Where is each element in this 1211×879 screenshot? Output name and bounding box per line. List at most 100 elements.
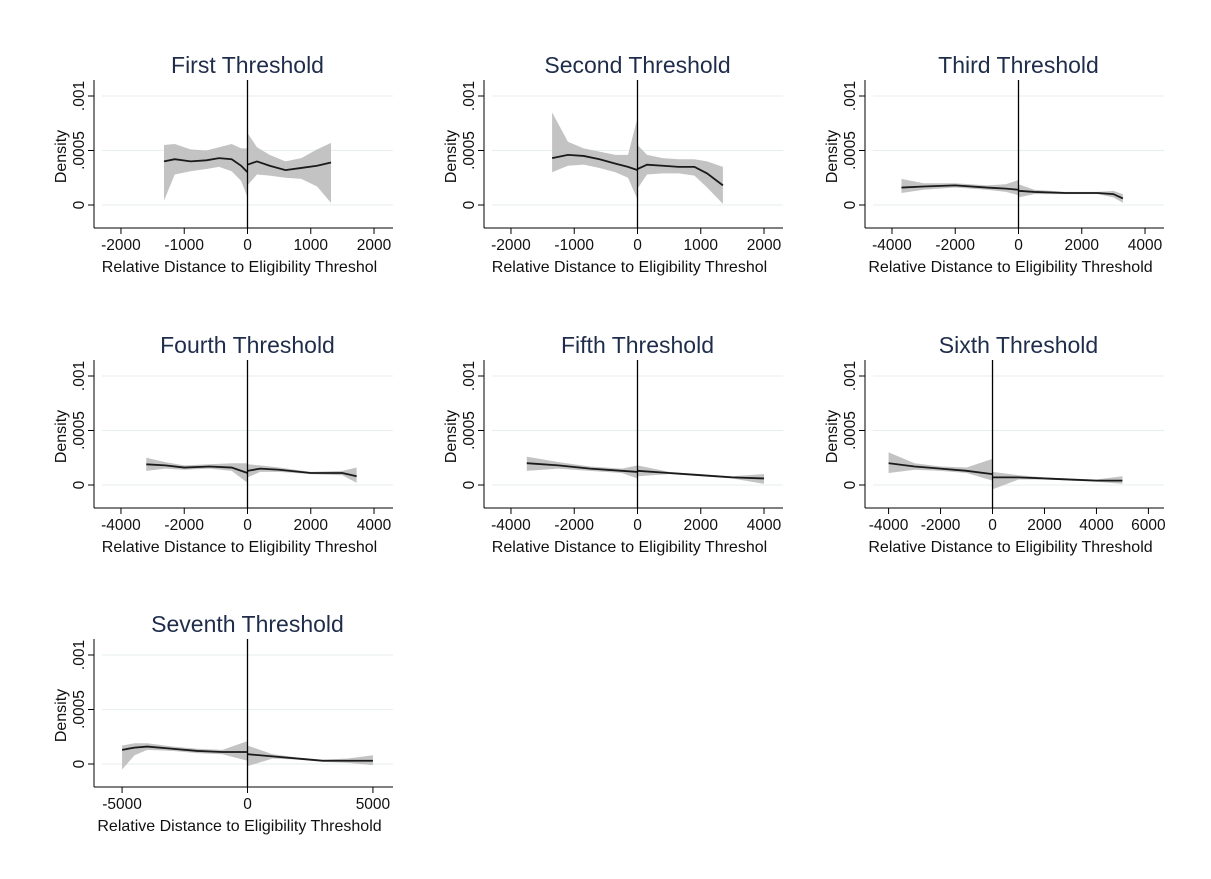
density-line: [146, 463, 248, 474]
density-line: [888, 462, 993, 475]
y-tick-label: .0005: [842, 411, 859, 450]
confidence-band: [146, 457, 248, 483]
y-axis-label: Density: [53, 689, 70, 742]
panel-title: Fifth Threshold: [561, 332, 714, 358]
y-tick-label: .0005: [71, 131, 88, 170]
x-axis-label: Relative Distance to Eligibility Thresho…: [868, 539, 1152, 556]
x-tick-label: -2000: [491, 237, 531, 254]
x-tick-label: -2000: [935, 237, 975, 254]
confidence-band: [901, 178, 1019, 196]
x-axis-label: Relative Distance to Eligibility Thresho…: [868, 259, 1152, 276]
panel-title: First Threshold: [171, 52, 324, 78]
y-tick-label: 0: [842, 480, 859, 489]
confidence-band: [552, 112, 638, 200]
y-axis-label: Density: [53, 130, 70, 183]
x-tick-label: 0: [633, 237, 642, 254]
density-line: [637, 163, 724, 187]
chart-panel: Fourth Threshold 0 .0005 .001 -4000 -2000 0 200…: [53, 332, 393, 556]
confidence-band: [163, 143, 248, 201]
x-tick-label: 2000: [294, 517, 329, 534]
panel-grid: First Threshold 0 .0005 .001 -2000 -1000 0 1000…: [53, 52, 1166, 835]
x-axis-label: Relative Distance to Eligibility Thresho…: [102, 259, 377, 276]
x-tick-label: 2000: [357, 237, 392, 254]
y-tick-label: .001: [461, 81, 478, 111]
y-tick-label: .0005: [71, 411, 88, 450]
x-tick-label: 0: [988, 517, 997, 534]
panel-title: Second Threshold: [544, 52, 730, 78]
y-tick-label: .001: [461, 361, 478, 391]
x-tick-label: -1000: [554, 237, 594, 254]
chart-panel: Third Threshold 0 .0005 .001 -4000 -2000 0 2000…: [824, 52, 1164, 276]
x-tick-label: 6000: [1131, 517, 1166, 534]
x-tick-label: -1000: [164, 237, 204, 254]
density-line: [901, 184, 1019, 191]
density-line: [526, 462, 638, 473]
chart-panel: Fifth Threshold 0 .0005 .001 -4000 -2000 0 2000…: [443, 332, 783, 556]
x-tick-label: 0: [243, 517, 252, 534]
x-tick-label: -2000: [554, 517, 594, 534]
y-axis-label: Density: [824, 410, 841, 463]
x-tick-label: 2000: [684, 517, 719, 534]
y-tick-label: .001: [71, 361, 88, 391]
confidence-band: [992, 471, 1123, 490]
x-tick-label: -2000: [164, 517, 204, 534]
y-tick-label: .0005: [461, 131, 478, 170]
y-tick-label: .001: [71, 81, 88, 111]
x-tick-label: -2000: [921, 517, 961, 534]
x-tick-label: 0: [243, 237, 252, 254]
x-axis-label: Relative Distance to Eligibility Thresho…: [102, 539, 377, 556]
y-axis-label: Density: [443, 410, 460, 463]
panel-title: Seventh Threshold: [151, 611, 344, 637]
x-axis-label: Relative Distance to Eligibility Thresho…: [492, 259, 767, 276]
density-line: [1018, 189, 1124, 200]
y-tick-label: 0: [461, 200, 478, 209]
density-line: [992, 476, 1123, 482]
y-axis-label: Density: [53, 410, 70, 463]
x-tick-label: 4000: [1128, 237, 1163, 254]
x-tick-label: 2000: [747, 237, 782, 254]
y-tick-label: .0005: [71, 690, 88, 729]
panel-title: Sixth Threshold: [939, 332, 1098, 358]
y-tick-label: 0: [461, 480, 478, 489]
x-tick-label: -4000: [491, 517, 531, 534]
x-tick-label: -5000: [102, 796, 142, 813]
panel-title: Fourth Threshold: [160, 332, 335, 358]
x-tick-label: -4000: [101, 517, 141, 534]
x-tick-label: 4000: [1079, 517, 1114, 534]
density-line: [121, 745, 248, 753]
y-tick-label: 0: [842, 200, 859, 209]
y-tick-label: 0: [71, 480, 88, 489]
chart-panel: Sixth Threshold 0 .0005 .001 -4000 -2000 0 2000…: [824, 332, 1166, 556]
y-tick-label: .001: [842, 361, 859, 391]
x-tick-label: 5000: [356, 796, 391, 813]
x-tick-label: 0: [1014, 237, 1023, 254]
confidence-band: [122, 741, 248, 770]
density-line: [247, 753, 373, 762]
y-tick-label: .001: [842, 81, 859, 111]
x-tick-label: 0: [633, 517, 642, 534]
confidence-band: [247, 133, 332, 203]
density-line: [247, 467, 357, 478]
density-line: [247, 160, 332, 172]
confidence-band: [888, 452, 993, 481]
y-tick-label: .001: [71, 640, 88, 670]
x-tick-label: 0: [243, 796, 252, 813]
x-tick-label: -4000: [869, 517, 909, 534]
y-axis-label: Density: [824, 130, 841, 183]
x-tick-label: 4000: [747, 517, 782, 534]
y-tick-label: 0: [71, 200, 88, 209]
density-line: [637, 469, 765, 480]
chart-panel: First Threshold 0 .0005 .001 -2000 -1000 0 1000…: [53, 52, 393, 276]
confidence-band: [637, 145, 723, 204]
x-tick-label: -2000: [101, 237, 141, 254]
x-tick-label: -4000: [872, 237, 912, 254]
x-tick-label: 2000: [1065, 237, 1100, 254]
y-tick-label: .0005: [461, 411, 478, 450]
x-tick-label: 1000: [684, 237, 719, 254]
x-tick-label: 2000: [1027, 517, 1062, 534]
chart-panel: Second Threshold 0 .0005 .001 -2000 -1000 0 100…: [443, 52, 783, 276]
x-axis-label: Relative Distance to Eligibility Thresho…: [492, 539, 767, 556]
x-tick-label: 1000: [294, 237, 329, 254]
density-line: [163, 157, 249, 173]
